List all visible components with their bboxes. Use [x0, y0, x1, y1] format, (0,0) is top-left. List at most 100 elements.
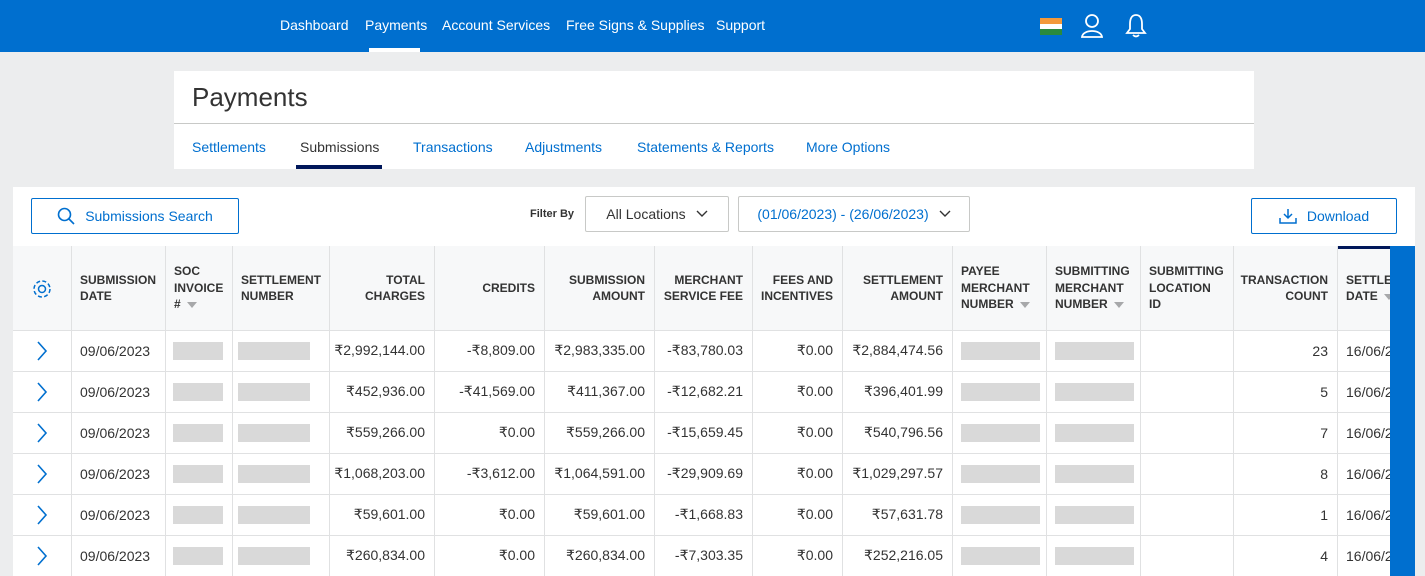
column-header[interactable]: SUBMITTING MERCHANT NUMBER — [1046, 246, 1140, 330]
column-header-label: SETTLEMENT AMOUNT — [851, 272, 943, 305]
redacted-value — [961, 383, 1040, 401]
table-cell: 7 — [1233, 412, 1337, 453]
location-value: All Locations — [606, 206, 685, 222]
table-cell: 16/06/2023 — [1337, 453, 1390, 494]
column-header-label: CREDITS — [482, 280, 535, 297]
tab[interactable]: Adjustments — [525, 139, 602, 155]
tab[interactable]: Settlements — [192, 139, 266, 155]
column-header-label: FEES AND INCENTIVES — [761, 272, 833, 305]
table-cell: ₹2,992,144.00 — [329, 330, 434, 371]
redacted-value — [173, 547, 223, 565]
redacted-value — [173, 424, 223, 442]
redacted-value — [238, 506, 310, 524]
expand-row[interactable] — [36, 464, 48, 484]
date-range-value: (01/06/2023) - (26/06/2023) — [757, 206, 928, 222]
table-cell: ₹452,936.00 — [329, 371, 434, 412]
table-cell: ₹396,401.99 — [842, 371, 952, 412]
table-cell: -₹41,569.00 — [434, 371, 544, 412]
column-header-label: TOTAL CHARGES — [338, 272, 425, 305]
expand-row[interactable] — [36, 423, 48, 443]
nav-item[interactable]: Dashboard — [280, 17, 349, 33]
location-dropdown[interactable]: All Locations — [585, 196, 729, 232]
expand-row[interactable] — [36, 546, 48, 566]
table-cell: 23 — [1233, 330, 1337, 371]
flag-icon[interactable] — [1040, 18, 1062, 35]
redacted-value — [961, 424, 1040, 442]
table-cell: ₹1,068,203.00 — [329, 453, 434, 494]
notifications-icon[interactable] — [1125, 12, 1147, 38]
nav-item[interactable]: Account Services — [442, 17, 550, 33]
tab[interactable]: More Options — [806, 139, 890, 155]
table-cell: 16/06/2023 — [1337, 535, 1390, 576]
table-cell: ₹559,266.00 — [544, 412, 654, 453]
table-cell: -₹3,612.00 — [434, 453, 544, 494]
tab[interactable]: Transactions — [413, 139, 493, 155]
page-title: Payments — [192, 82, 308, 113]
redacted-value — [173, 383, 223, 401]
table-cell: 09/06/2023 — [71, 453, 165, 494]
table-cell: 16/06/2023 — [1337, 412, 1390, 453]
column-header[interactable]: PAYEE MERCHANT NUMBER — [952, 246, 1046, 330]
date-range-dropdown[interactable]: (01/06/2023) - (26/06/2023) — [738, 196, 970, 232]
table-cell: -₹15,659.45 — [654, 412, 752, 453]
table-cell: ₹559,266.00 — [329, 412, 434, 453]
redacted-value — [173, 342, 223, 360]
table-cell: ₹2,983,335.00 — [544, 330, 654, 371]
expand-row[interactable] — [36, 341, 48, 361]
column-header[interactable]: SOC INVOICE # — [165, 246, 232, 330]
redacted-value — [961, 342, 1040, 360]
table-cell: ₹2,884,474.56 — [842, 330, 952, 371]
profile-icon[interactable] — [1080, 13, 1104, 39]
submissions-table: SUBMISSION DATE SOC INVOICE # SETTLEMENT N… — [13, 246, 1390, 576]
search-icon — [57, 207, 75, 225]
column-header-label: SUBMISSION AMOUNT — [553, 272, 645, 305]
table-cell: ₹0.00 — [752, 453, 842, 494]
filter-label: Filter By — [530, 208, 574, 220]
table-cell: -₹1,668.83 — [654, 494, 752, 535]
nav-item[interactable]: Free Signs & Supplies — [566, 17, 705, 33]
table-cell: ₹260,834.00 — [544, 535, 654, 576]
column-header[interactable]: SETTLEMENT DATE — [1337, 246, 1390, 330]
table-cell: ₹1,029,297.57 — [842, 453, 952, 494]
nav-item[interactable]: Support — [716, 17, 765, 33]
active-tab-indicator — [296, 165, 382, 169]
expand-row[interactable] — [36, 382, 48, 402]
table-cell: -₹29,909.69 — [654, 453, 752, 494]
column-header-label: SUBMISSION DATE — [80, 272, 156, 305]
tab[interactable]: Statements & Reports — [637, 139, 774, 155]
divider — [174, 123, 1254, 124]
chevron — [939, 210, 951, 218]
redacted-value — [961, 547, 1040, 565]
redacted-value — [238, 342, 310, 360]
tab[interactable]: Submissions — [300, 139, 379, 155]
search-button[interactable]: Submissions Search — [31, 198, 239, 234]
table-cell: ₹260,834.00 — [329, 535, 434, 576]
column-header-label: SETTLEMENT DATE — [1346, 272, 1390, 305]
column-header-label: SETTLEMENT NUMBER — [241, 272, 321, 305]
redacted-value — [173, 465, 223, 483]
column-header-label: SOC INVOICE # — [174, 263, 223, 313]
redacted-value — [173, 506, 223, 524]
table-cell: 16/06/2023 — [1337, 330, 1390, 371]
column-header: TOTAL CHARGES — [329, 246, 434, 330]
settings-icon[interactable] — [31, 278, 53, 300]
nav-item[interactable]: Payments — [365, 17, 427, 33]
download-button[interactable]: Download — [1251, 198, 1397, 234]
expand-row[interactable] — [36, 505, 48, 525]
table-cell: ₹411,367.00 — [544, 371, 654, 412]
search-label: Submissions Search — [85, 208, 213, 224]
redacted-value — [1055, 506, 1134, 524]
scrollbar[interactable] — [1390, 246, 1415, 576]
table-cell: 5 — [1233, 371, 1337, 412]
top-nav — [0, 0, 1425, 52]
table-cell: -₹7,303.35 — [654, 535, 752, 576]
redacted-value — [238, 465, 310, 483]
table-cell: -₹12,682.21 — [654, 371, 752, 412]
table-cell: ₹59,601.00 — [329, 494, 434, 535]
table-cell: ₹1,064,591.00 — [544, 453, 654, 494]
sort-arrow — [187, 302, 197, 308]
column-header-label: SUBMITTING LOCATION ID — [1149, 263, 1224, 313]
column-header: SUBMITTING LOCATION ID — [1140, 246, 1233, 330]
column-header-label: TRANSACTION COUNT — [1241, 272, 1328, 305]
